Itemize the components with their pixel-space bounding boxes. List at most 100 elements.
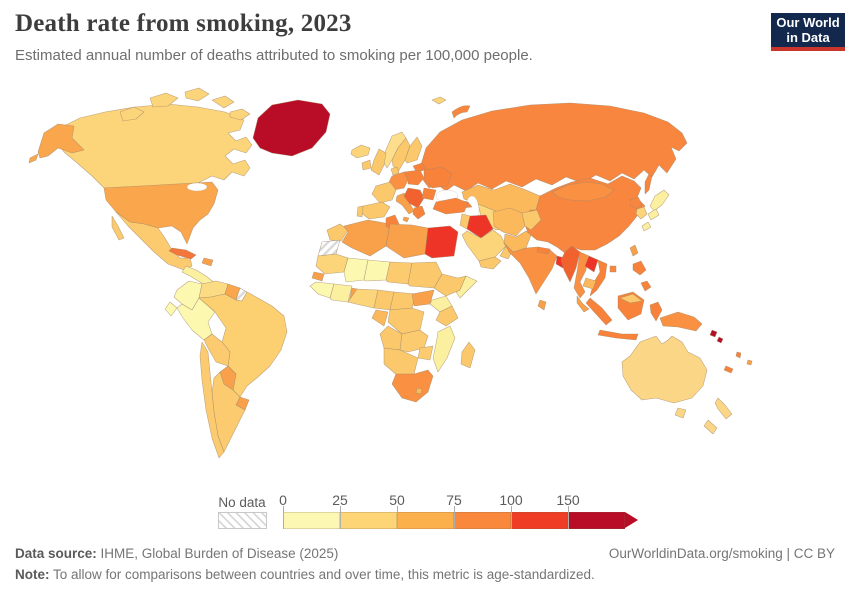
legend-bin-4[interactable]: 100 [499, 492, 568, 529]
region-south-africa[interactable] [391, 369, 434, 403]
region-brazil[interactable] [198, 291, 288, 398]
region-gabon-congo[interactable] [371, 309, 389, 327]
region-mali[interactable] [343, 257, 369, 283]
region-malaysia-borneo[interactable] [619, 293, 643, 304]
region-new-caledonia[interactable] [723, 365, 734, 374]
legend-bin-3[interactable]: 75 [446, 492, 511, 529]
region-tasmania[interactable] [674, 407, 687, 419]
region-vanuatu[interactable] [735, 351, 742, 359]
region-sicily[interactable] [402, 216, 410, 223]
region-taiwan[interactable] [629, 244, 639, 257]
region-bolivia[interactable] [203, 333, 231, 367]
region-mongolia[interactable] [551, 181, 615, 202]
region-ecuador[interactable] [164, 301, 178, 317]
region-nigeria[interactable] [347, 288, 379, 309]
region-canada-arctic-1[interactable] [119, 106, 145, 122]
region-somalia[interactable] [455, 275, 478, 299]
region-yemen[interactable] [478, 256, 502, 270]
region-peru[interactable] [176, 297, 216, 341]
region-senegal[interactable] [311, 271, 325, 282]
region-denmark[interactable] [390, 166, 400, 176]
region-turkey[interactable] [432, 197, 469, 215]
owid-logo[interactable]: Our World in Data [771, 13, 845, 51]
region-west-africa[interactable] [329, 283, 353, 303]
region-laos[interactable] [584, 255, 599, 273]
legend-no-data-swatch[interactable] [218, 512, 267, 529]
legend-bin-0[interactable]: 0 [279, 492, 340, 529]
region-algeria[interactable] [341, 219, 391, 257]
region-greenland[interactable] [252, 99, 331, 157]
region-canada[interactable] [54, 103, 253, 189]
region-uk[interactable] [370, 148, 387, 176]
region-nepal[interactable] [536, 246, 551, 255]
region-alaska[interactable] [37, 123, 85, 159]
region-canada-arctic-4[interactable] [211, 95, 235, 109]
legend-bin-1[interactable]: 25 [332, 492, 397, 529]
region-solomon-islands[interactable] [709, 329, 718, 338]
region-japan-3[interactable] [641, 221, 652, 232]
region-morocco[interactable] [326, 223, 349, 242]
region-mauritania[interactable] [315, 253, 349, 275]
region-korea-south[interactable] [635, 206, 648, 220]
region-java[interactable] [597, 329, 639, 341]
region-canada-arctic-3[interactable] [184, 87, 210, 102]
region-sulawesi[interactable] [649, 301, 663, 322]
region-fiji[interactable] [746, 359, 753, 366]
region-nz-north[interactable] [714, 397, 733, 420]
region-korea-north[interactable] [629, 196, 643, 210]
region-guinea[interactable] [309, 281, 335, 299]
region-sri-lanka[interactable] [537, 299, 547, 311]
region-cuba[interactable] [168, 247, 197, 260]
region-philippines[interactable] [632, 260, 647, 276]
region-namibia-botswana[interactable] [383, 347, 419, 377]
region-baja[interactable] [111, 215, 125, 241]
region-new-guinea[interactable] [659, 311, 703, 332]
region-hispaniola[interactable] [201, 257, 214, 267]
owid-link[interactable]: OurWorldinData.org/smoking | CC BY [608, 546, 835, 561]
region-ireland[interactable] [361, 159, 372, 171]
legend-bin-2[interactable]: 50 [389, 492, 454, 529]
region-zimbabwe[interactable] [417, 345, 434, 361]
region-madagascar[interactable] [460, 341, 476, 369]
region-western-sahara[interactable] [317, 239, 341, 257]
region-afghanistan[interactable] [521, 209, 542, 231]
region-sumatra[interactable] [585, 297, 613, 326]
region-chad[interactable] [385, 261, 413, 285]
region-iceland[interactable] [350, 144, 371, 159]
region-lesotho[interactable] [415, 387, 423, 395]
region-eastern-europe[interactable] [423, 166, 453, 189]
region-alaska-tail[interactable] [28, 153, 39, 164]
region-iraq[interactable] [466, 214, 494, 239]
region-niger[interactable] [363, 259, 391, 282]
region-finland[interactable] [404, 136, 423, 164]
region-romania[interactable] [421, 187, 437, 201]
region-svalbard[interactable] [431, 96, 447, 105]
region-russia[interactable] [419, 102, 688, 192]
region-iran[interactable] [492, 207, 526, 237]
region-solomon-2[interactable] [716, 336, 724, 344]
region-vietnam[interactable] [589, 259, 608, 297]
region-tanzania[interactable] [435, 305, 459, 327]
region-chile[interactable] [199, 341, 225, 459]
region-japan-2[interactable] [647, 208, 660, 221]
region-australia[interactable] [621, 335, 708, 404]
region-poland[interactable] [403, 169, 425, 186]
region-india[interactable] [503, 242, 558, 295]
region-portugal[interactable] [356, 205, 364, 218]
region-nz-south[interactable] [703, 419, 718, 435]
region-canada-arctic-2[interactable] [149, 92, 179, 108]
region-saudi-arabia[interactable] [461, 229, 507, 262]
region-greece[interactable] [412, 205, 426, 220]
region-france[interactable] [371, 181, 397, 204]
region-japan[interactable] [649, 189, 670, 212]
region-canada-arctic-5[interactable] [229, 108, 251, 121]
region-philippines-2[interactable] [640, 280, 652, 292]
region-malaysia[interactable] [576, 295, 590, 313]
region-myanmar[interactable] [560, 245, 581, 283]
legend-bin-5[interactable]: 150 [556, 492, 625, 529]
region-libya[interactable] [385, 223, 429, 259]
region-spain[interactable] [359, 201, 391, 220]
region-hainan[interactable] [609, 265, 617, 273]
region-cambodia[interactable] [582, 277, 597, 290]
region-egypt[interactable] [424, 225, 459, 259]
